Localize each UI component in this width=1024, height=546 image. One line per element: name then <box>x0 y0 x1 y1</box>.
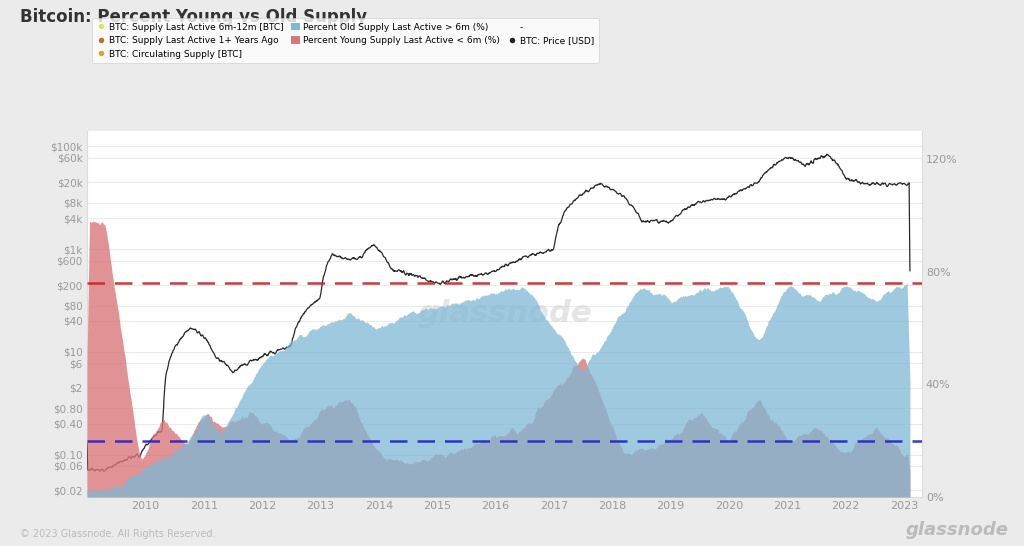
Text: © 2023 Glassnode. All Rights Reserved.: © 2023 Glassnode. All Rights Reserved. <box>20 530 216 539</box>
Legend: BTC: Supply Last Active 6m-12m [BTC], BTC: Supply Last Active 1+ Years Ago, BTC:: BTC: Supply Last Active 6m-12m [BTC], BT… <box>91 18 599 63</box>
Text: glassnode: glassnode <box>905 521 1009 539</box>
Text: Bitcoin: Percent Young vs Old Supply: Bitcoin: Percent Young vs Old Supply <box>20 8 368 26</box>
Text: glassnode: glassnode <box>417 299 592 329</box>
